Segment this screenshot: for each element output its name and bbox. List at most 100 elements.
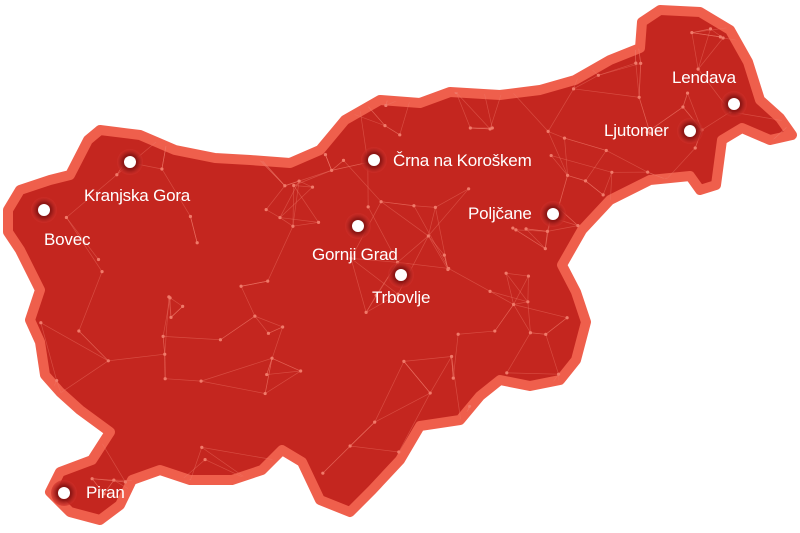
network-line	[526, 228, 548, 232]
network-line	[613, 500, 644, 508]
network-node	[632, 14, 637, 18]
network-node	[11, 135, 15, 139]
network-node	[588, 257, 593, 262]
map-pin-icon[interactable]	[31, 197, 57, 223]
network-line	[723, 356, 754, 368]
network-node	[644, 310, 649, 314]
network-line	[508, 479, 530, 482]
map-pin-icon[interactable]	[721, 91, 747, 117]
network-node	[760, 21, 765, 25]
network-line	[525, 228, 546, 249]
network-node	[410, 92, 414, 97]
network-line	[585, 180, 604, 196]
network-line	[287, 20, 320, 51]
map-pin-icon[interactable]	[345, 213, 371, 239]
network-line	[489, 291, 528, 303]
network-node	[559, 401, 563, 406]
network-line	[241, 280, 268, 287]
network-node	[601, 193, 605, 197]
network-line	[190, 216, 198, 243]
map-pin-icon[interactable]	[361, 147, 387, 173]
network-line	[435, 207, 449, 270]
network-node	[451, 376, 455, 380]
network-node	[513, 77, 517, 81]
network-line	[701, 211, 748, 214]
network-node	[283, 184, 287, 188]
network-line	[559, 384, 561, 404]
network-line	[672, 338, 697, 347]
network-line	[556, 22, 599, 38]
network-node	[364, 310, 368, 314]
network-node	[396, 292, 400, 296]
network-line	[470, 127, 491, 130]
network-line	[264, 358, 273, 394]
network-line	[265, 209, 281, 218]
network-line	[655, 212, 703, 228]
network-line	[545, 317, 568, 335]
network-line	[406, 72, 413, 95]
network-line	[8, 12, 49, 33]
network-node	[8, 474, 9, 478]
network-line	[317, 105, 338, 109]
network-line	[91, 478, 105, 495]
network-node	[545, 229, 550, 233]
network-line	[633, 424, 653, 434]
network-line	[482, 479, 509, 493]
network-node	[528, 479, 532, 484]
network-line	[325, 154, 332, 171]
network-node	[141, 67, 145, 72]
network-node	[188, 214, 193, 219]
network-node	[631, 455, 635, 460]
network-node	[317, 19, 321, 23]
network-line	[630, 311, 647, 347]
network-node	[125, 35, 129, 39]
network-node	[511, 302, 516, 307]
map-pin-icon[interactable]	[117, 149, 143, 175]
network-node	[297, 179, 301, 183]
network-line	[614, 476, 656, 493]
network-node	[634, 61, 638, 65]
network-line	[428, 207, 436, 237]
network-line	[747, 211, 791, 226]
map-pin-icon[interactable]	[677, 118, 703, 144]
network-node	[66, 63, 71, 67]
network-node	[266, 331, 271, 335]
network-node	[160, 167, 164, 171]
network-line	[513, 301, 528, 305]
network-line	[350, 445, 399, 453]
network-line	[164, 296, 170, 355]
network-node	[763, 416, 767, 421]
map-pin-icon[interactable]	[51, 480, 77, 506]
network-line	[527, 276, 529, 302]
network-line	[598, 62, 636, 76]
map-pin-icon[interactable]	[540, 201, 566, 227]
network-node	[788, 46, 792, 50]
network-line	[505, 273, 514, 305]
city-label-poljcane: Poljčane	[468, 204, 532, 223]
network-line	[143, 69, 170, 71]
network-line	[298, 180, 313, 188]
network-node	[456, 332, 460, 336]
network-node	[203, 457, 207, 462]
network-line	[762, 22, 791, 49]
network-node	[746, 451, 750, 456]
network-line	[292, 185, 295, 227]
network-node	[3, 478, 6, 481]
network-line	[758, 22, 763, 39]
network-node	[781, 515, 786, 519]
network-node	[330, 168, 334, 172]
network-line	[702, 449, 705, 473]
network-line	[168, 123, 204, 132]
network-node	[100, 270, 104, 274]
map-pin-icon[interactable]	[388, 262, 414, 288]
network-node	[51, 125, 55, 129]
network-line	[201, 380, 266, 394]
network-line	[451, 356, 454, 379]
network-node	[467, 187, 471, 191]
network-line	[564, 138, 568, 176]
network-line	[482, 479, 509, 493]
network-node	[549, 153, 553, 158]
network-line	[537, 386, 565, 406]
network-line	[266, 370, 301, 375]
network-node	[790, 120, 792, 124]
